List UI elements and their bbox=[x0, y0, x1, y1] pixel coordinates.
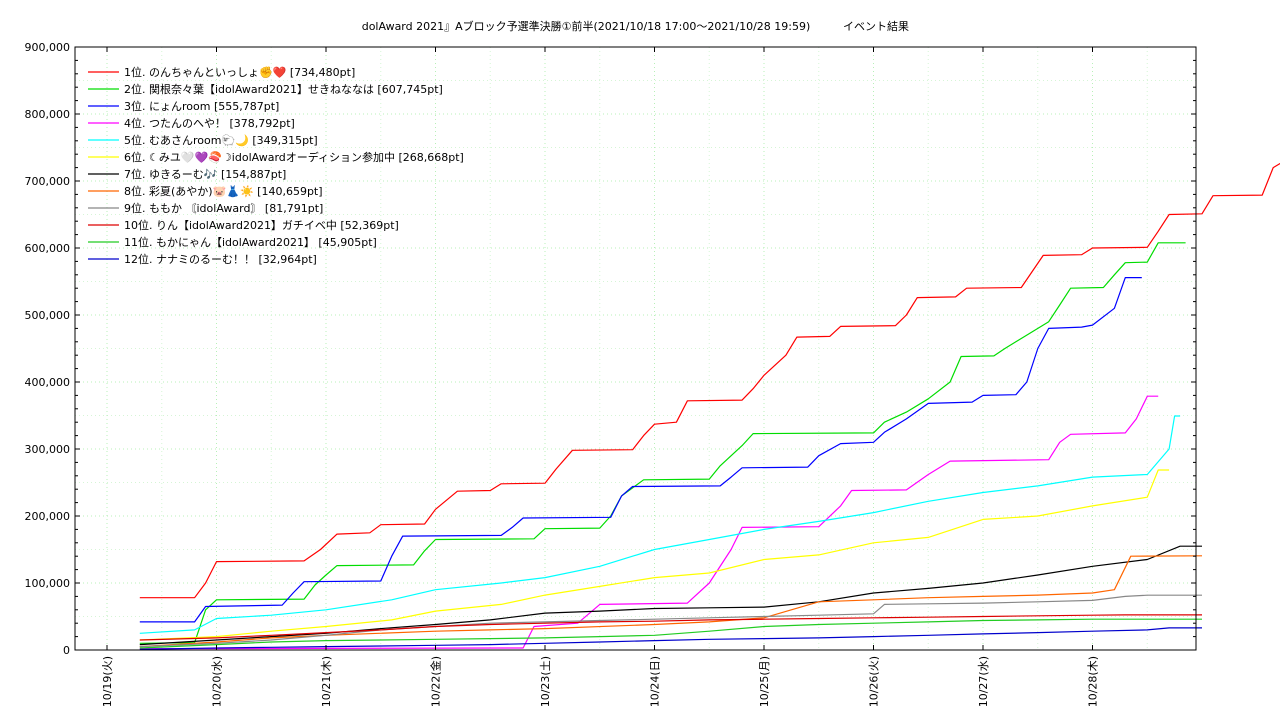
legend-label: 5位. むあさんroom🐑🌙 [349,315pt] bbox=[124, 133, 318, 147]
x-tick-label: 10/27(水) bbox=[977, 656, 990, 707]
x-tick-label: 10/20(水) bbox=[211, 656, 224, 707]
series-line-3 bbox=[139, 277, 1142, 623]
legend: 1位. のんちゃんといっしょ✊❤️ [734,480pt] 2位. 関根奈々葉【i… bbox=[88, 65, 464, 266]
y-tick-label: 800,000 bbox=[25, 108, 71, 121]
y-tick-label: 600,000 bbox=[25, 242, 71, 255]
y-tick-label: 0 bbox=[63, 644, 70, 657]
series-line-4 bbox=[139, 395, 1159, 650]
legend-label: 9位. ももか 〘idolAward〙 [81,791pt] bbox=[124, 201, 323, 215]
series-line-1 bbox=[139, 162, 1280, 599]
series-line-12 bbox=[139, 627, 1202, 650]
x-tick-label: 10/26(火) bbox=[868, 656, 881, 707]
legend-label: 4位. つたんのへや！ [378,792pt] bbox=[124, 116, 295, 130]
legend-label: 1位. のんちゃんといっしょ✊❤️ [734,480pt] bbox=[124, 65, 355, 79]
legend-label: 11位. もかにゃん【idolAward2021】 [45,905pt] bbox=[124, 235, 377, 249]
legend-label: 8位. 彩夏(あやか)🐷👗☀️ [140,659pt] bbox=[124, 184, 323, 198]
y-tick-label: 700,000 bbox=[25, 175, 71, 188]
legend-label: 10位. りん【idolAward2021】ガチイベ中 [52,369pt] bbox=[124, 218, 399, 232]
chart-subtitle: イベント結果 bbox=[843, 19, 909, 33]
x-tick-label: 10/21(木) bbox=[320, 656, 333, 707]
x-tick-label: 10/24(日) bbox=[649, 656, 662, 707]
series-line-9 bbox=[139, 594, 1202, 648]
axes: 0 100,000 200,000 300,000 400,000 500,000 600,… bbox=[25, 41, 1196, 707]
y-tick-label: 100,000 bbox=[25, 577, 71, 590]
series-line-11 bbox=[139, 618, 1202, 649]
y-tick-label: 400,000 bbox=[25, 376, 71, 389]
series-line-6 bbox=[139, 469, 1170, 641]
x-tick-label: 10/23(土) bbox=[539, 656, 552, 707]
legend-label: 6位. ☾みユ🤍💜🍣☽idolAwardオーディション参加中 [268,668p… bbox=[124, 150, 464, 164]
legend-label: 7位. ゆきるーむ🎶 [154,887pt] bbox=[124, 167, 286, 181]
y-tick-label: 500,000 bbox=[25, 309, 71, 322]
plot-frame bbox=[74, 46, 1197, 651]
chart-title: dolAward 2021』Aブロック予選準決勝①前半(2021/10/18 1… bbox=[362, 19, 811, 33]
x-tick-label: 10/28(木) bbox=[1087, 656, 1100, 707]
series-layer bbox=[139, 162, 1280, 650]
y-tick-label: 900,000 bbox=[25, 41, 71, 54]
y-tick-label: 300,000 bbox=[25, 443, 71, 456]
series-line-10 bbox=[139, 614, 1202, 641]
grid bbox=[75, 46, 1196, 651]
x-tick-label: 10/25(月) bbox=[758, 656, 771, 707]
x-tick-label: 10/22(金) bbox=[429, 656, 443, 707]
legend-label: 12位. ナナミのるーむ！！ [32,964pt] bbox=[124, 252, 317, 266]
legend-label: 2位. 関根奈々葉【idolAward2021】せきねななは [607,745p… bbox=[124, 82, 443, 96]
x-tick-label: 10/19(火) bbox=[101, 656, 114, 707]
y-tick-label: 200,000 bbox=[25, 510, 71, 523]
series-line-5 bbox=[139, 415, 1181, 634]
legend-label: 3位. にょんroom [555,787pt] bbox=[124, 99, 279, 113]
series-line-2 bbox=[139, 242, 1186, 644]
